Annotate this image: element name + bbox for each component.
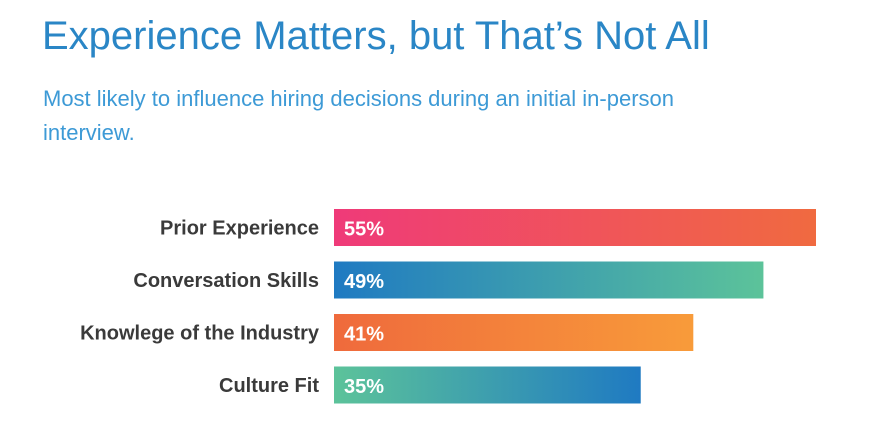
category-label-2: Conversation Skills [133,270,319,292]
bar-1 [334,209,816,246]
category-label-1: Prior Experience [160,218,319,240]
value-label-2: 49% [344,271,384,293]
value-label-1: 55% [344,219,384,241]
category-label-3: Knowlege of the Industry [80,323,320,345]
chart-subtitle: Most likely to influence hiring decision… [43,86,674,145]
bar-2 [334,261,764,299]
bar-4 [334,366,641,404]
value-label-3: 41% [344,324,384,346]
category-label-4: Culture Fit [219,375,319,397]
chart-title: Experience Matters, but That’s Not All [42,14,710,58]
value-label-4: 35% [344,376,384,398]
bar-3 [334,314,694,351]
